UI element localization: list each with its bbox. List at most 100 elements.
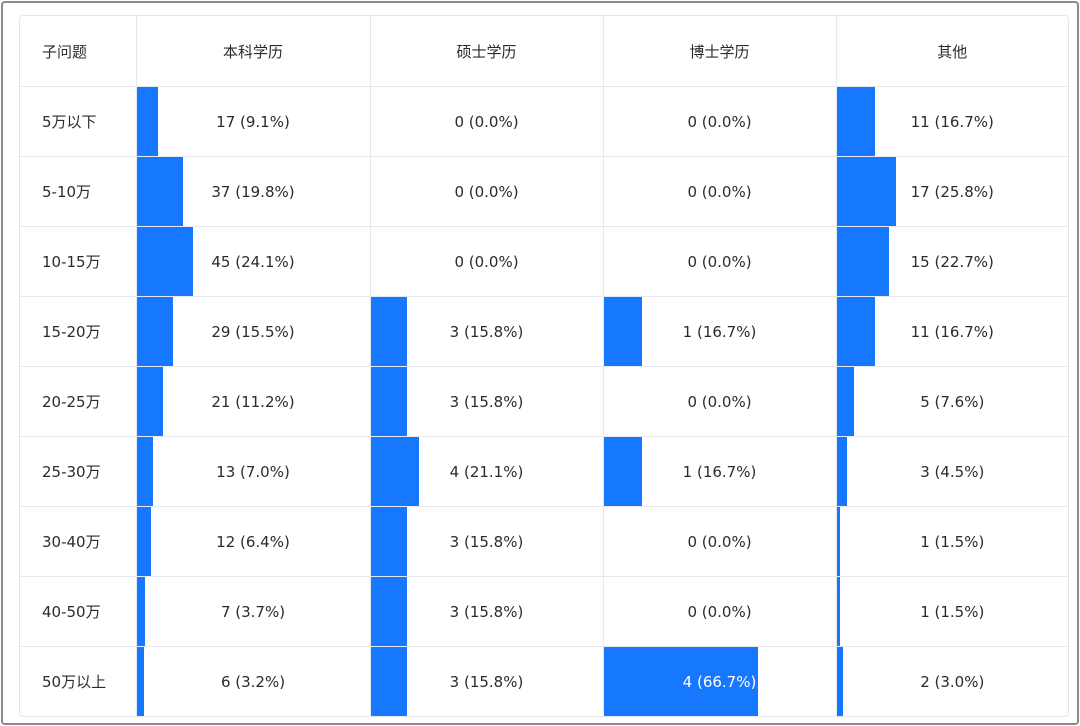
table-row: 10-15万 45 (24.1%) 0 (0.0%) 0 (0.0%) 15 (22.7… [20,226,1068,297]
percentage-bar [136,647,144,716]
percentage-bar [136,227,193,296]
crosstab-table: 子问题 本科学历 硕士学历 博士学历 其他 5万以下 17 (9.1%) 0 (0.… [20,16,1068,716]
cell-value: 4 (66.7%) [682,672,757,691]
header-cell-doctorate: 博士学历 [603,16,837,87]
cell-value: 0 (0.0%) [687,252,752,271]
percentage-bar [136,157,183,226]
table-row: 25-30万 13 (7.0%) 4 (21.1%) 1 (16.7%) 3 (4.5%… [20,436,1068,507]
cell-doctorate: 0 (0.0%) [603,226,837,297]
percentage-bar [136,577,146,646]
cell-value: 3 (15.8%) [449,322,524,341]
cell-value: 45 (24.1%) [211,252,295,271]
cell-master: 0 (0.0%) [370,86,604,157]
cell-value: 21 (11.2%) [211,392,295,411]
percentage-bar [136,87,158,156]
cell-value: 1 (16.7%) [682,462,757,481]
cell-bachelor: 12 (6.4%) [136,506,371,577]
percentage-bar [370,647,408,716]
cell-value: 1 (1.5%) [920,532,985,551]
cell-bachelor: 17 (9.1%) [136,86,371,157]
header-cell-other: 其他 [836,16,1068,87]
cell-value: 5 (7.6%) [920,392,985,411]
percentage-bar [836,577,840,646]
percentage-bar [836,507,840,576]
cell-value: 0 (0.0%) [687,182,752,201]
cell-value: 1 (16.7%) [682,322,757,341]
table-row: 15-20万 29 (15.5%) 3 (15.8%) 1 (16.7%) 11 (16… [20,296,1068,367]
cell-value: 0 (0.0%) [687,112,752,131]
cell-value: 3 (15.8%) [449,602,524,621]
cell-value: 11 (16.7%) [910,322,994,341]
cell-doctorate: 0 (0.0%) [603,366,837,437]
table-row: 5万以下 17 (9.1%) 0 (0.0%) 0 (0.0%) 11 (16.7%) [20,86,1068,157]
percentage-bar [836,437,847,506]
cell-other: 11 (16.7%) [836,86,1068,157]
cell-doctorate: 1 (16.7%) [603,436,837,507]
cell-doctorate: 0 (0.0%) [603,506,837,577]
row-label: 10-15万 [20,226,137,297]
percentage-bar [136,297,173,366]
cell-value: 0 (0.0%) [687,532,752,551]
cell-value: 3 (15.8%) [449,672,524,691]
cell-value: 2 (3.0%) [920,672,985,691]
cell-value: 0 (0.0%) [687,602,752,621]
cell-other: 11 (16.7%) [836,296,1068,367]
cell-other: 15 (22.7%) [836,226,1068,297]
cell-value: 29 (15.5%) [211,322,295,341]
cell-value: 6 (3.2%) [220,672,286,691]
cell-value: 3 (15.8%) [449,532,524,551]
cell-doctorate: 0 (0.0%) [603,576,837,647]
header-cell-bachelor: 本科学历 [136,16,371,87]
cell-master: 3 (15.8%) [370,296,604,367]
row-label: 30-40万 [20,506,137,577]
cell-value: 0 (0.0%) [687,392,752,411]
crosstab-table-card: 子问题 本科学历 硕士学历 博士学历 其他 5万以下 17 (9.1%) 0 (0.… [19,15,1069,717]
header-row: 子问题 本科学历 硕士学历 博士学历 其他 [20,16,1068,87]
cell-value: 11 (16.7%) [910,112,994,131]
percentage-bar [603,437,643,506]
table-row: 5-10万 37 (19.8%) 0 (0.0%) 0 (0.0%) 17 (25.8%… [20,156,1068,227]
cell-value: 4 (21.1%) [449,462,524,481]
cell-value: 3 (4.5%) [920,462,985,481]
row-label: 5万以下 [20,86,137,157]
cell-other: 1 (1.5%) [836,576,1068,647]
percentage-bar [836,227,890,296]
cell-other: 3 (4.5%) [836,436,1068,507]
cell-value: 13 (7.0%) [216,462,290,481]
cell-master: 0 (0.0%) [370,156,604,227]
cell-value: 0 (0.0%) [454,182,519,201]
cell-other: 17 (25.8%) [836,156,1068,227]
cell-master: 3 (15.8%) [370,646,604,716]
cell-bachelor: 21 (11.2%) [136,366,371,437]
row-label: 5-10万 [20,156,137,227]
percentage-bar [603,647,759,716]
percentage-bar [836,367,855,436]
cell-other: 1 (1.5%) [836,506,1068,577]
cell-master: 3 (15.8%) [370,576,604,647]
cell-doctorate: 0 (0.0%) [603,86,837,157]
cell-bachelor: 6 (3.2%) [136,646,371,716]
cell-value: 37 (19.8%) [211,182,295,201]
percentage-bar [370,367,408,436]
cell-master: 4 (21.1%) [370,436,604,507]
percentage-bar [136,367,163,436]
cell-doctorate: 4 (66.7%) [603,646,837,716]
percentage-bar [370,507,408,576]
row-label: 25-30万 [20,436,137,507]
table-row: 20-25万 21 (11.2%) 3 (15.8%) 0 (0.0%) 5 (7.6%… [20,366,1068,437]
cell-bachelor: 7 (3.7%) [136,576,371,647]
row-label: 50万以上 [20,646,137,716]
percentage-bar [136,507,152,576]
cell-master: 3 (15.8%) [370,366,604,437]
percentage-bar [836,157,897,226]
cell-doctorate: 1 (16.7%) [603,296,837,367]
header-cell-master: 硕士学历 [370,16,604,87]
cell-bachelor: 37 (19.8%) [136,156,371,227]
cell-doctorate: 0 (0.0%) [603,156,837,227]
cell-value: 1 (1.5%) [920,602,985,621]
cell-value: 3 (15.8%) [449,392,524,411]
table-row: 50万以上 6 (3.2%) 3 (15.8%) 4 (66.7%) 2 (3.0%) [20,646,1068,716]
cell-other: 2 (3.0%) [836,647,1068,716]
percentage-bar [370,297,408,366]
